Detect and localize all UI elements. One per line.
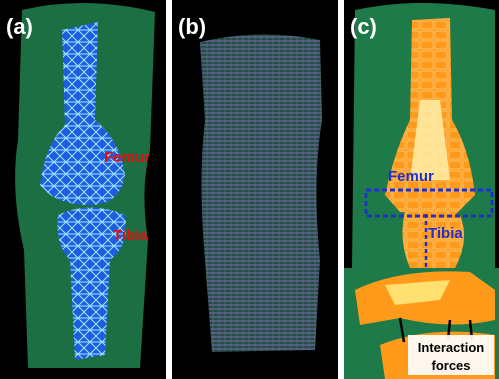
- inset-label: Interaction: [418, 340, 485, 355]
- inset: Interaction forces: [344, 268, 499, 379]
- annotation: Femur: [388, 168, 434, 185]
- panel-b: (b): [172, 0, 338, 379]
- panel-c: (c) Femur Tibia Interaction forces: [344, 0, 499, 379]
- inset-label: forces: [431, 358, 470, 373]
- annotation: Tibia: [428, 225, 463, 242]
- panel-label: (a): [6, 14, 33, 39]
- panel-a: (a) Femur Tibia: [0, 0, 166, 379]
- annotation: Femur: [104, 149, 150, 166]
- figure: (a) Femur Tibia (b) (c) Femur Tibia: [0, 0, 499, 379]
- panel-label: (b): [178, 14, 206, 39]
- panel-label: (c): [350, 14, 377, 39]
- annotation: Tibia: [113, 227, 148, 244]
